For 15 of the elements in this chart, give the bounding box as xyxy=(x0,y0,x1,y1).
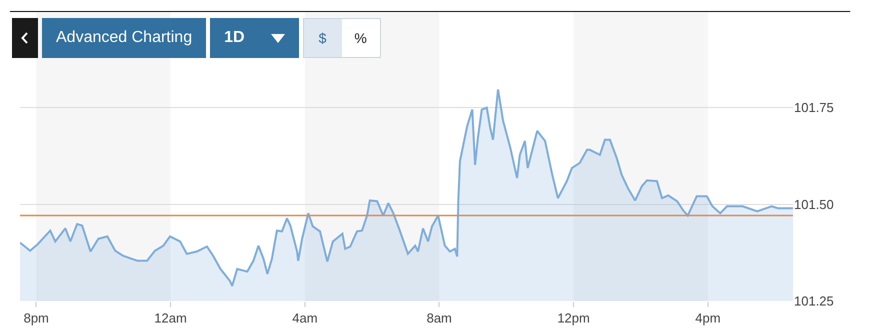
x-tick-label: 4pm xyxy=(695,310,721,326)
annotation: 1D xyxy=(224,29,245,47)
y-tick-label: 101.75 xyxy=(794,100,834,116)
annotation: % xyxy=(353,29,368,48)
y-tick-label: 101.50 xyxy=(794,196,834,212)
x-tick-label: 8am xyxy=(426,310,452,326)
x-tick-label: 8pm xyxy=(24,310,49,326)
x-tick-label: 4am xyxy=(292,310,318,326)
dropdown-button[interactable]: 1D xyxy=(210,18,299,58)
toggle-switch[interactable]: $ % xyxy=(302,18,381,58)
y-tick-label: 101.25 xyxy=(794,294,834,309)
x-tick-label: 12am xyxy=(154,310,187,326)
annotation: $ xyxy=(304,19,342,57)
x-tick-label: 12pm xyxy=(557,310,590,326)
button[interactable]: Advanced Charting xyxy=(42,18,206,58)
